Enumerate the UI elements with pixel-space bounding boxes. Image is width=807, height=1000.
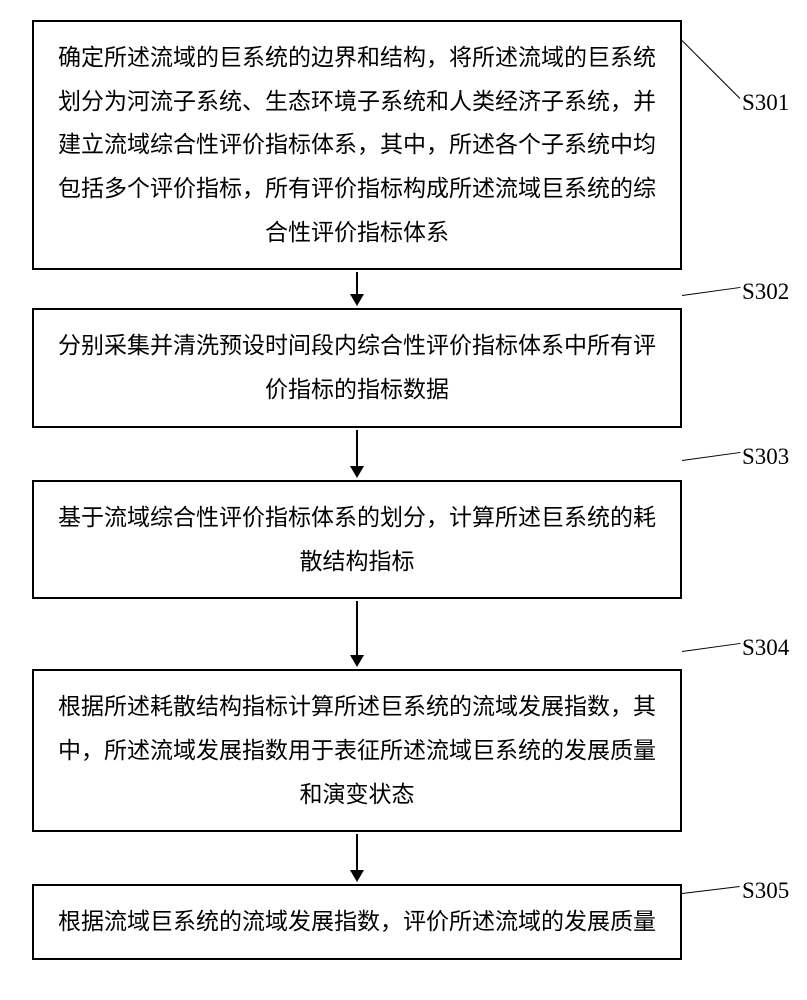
flowchart-step-s305: 根据流域巨系统的流域发展指数，评价所述流域的发展质量 (32, 884, 682, 960)
flowchart-step-s302: 分别采集并清洗预设时间段内综合性评价指标体系中所有评价指标的指标数据 (32, 308, 682, 427)
arrow (350, 834, 364, 882)
step-label-s301: S301 (742, 90, 789, 116)
arrow-head-icon (350, 870, 364, 882)
arrow (350, 430, 364, 478)
arrow-line (356, 601, 358, 655)
flowchart-step-s304: 根据所述耗散结构指标计算所述巨系统的流域发展指数，其中，所述流域发展指数用于表征… (32, 669, 682, 832)
flowchart-step-s301: 确定所述流域的巨系统的边界和结构，将所述流域的巨系统划分为河流子系统、生态环境子… (32, 20, 682, 270)
step-text: 确定所述流域的巨系统的边界和结构，将所述流域的巨系统划分为河流子系统、生态环境子… (54, 36, 660, 254)
flowchart-container: 确定所述流域的巨系统的边界和结构，将所述流域的巨系统划分为河流子系统、生态环境子… (0, 20, 807, 960)
arrow-line (356, 834, 358, 870)
step-label-s304: S304 (742, 635, 789, 661)
arrow-head-icon (350, 294, 364, 306)
step-text: 分别采集并清洗预设时间段内综合性评价指标体系中所有评价指标的指标数据 (54, 324, 660, 411)
arrow (350, 601, 364, 667)
step-label-s303: S303 (742, 444, 789, 470)
flowchart-step-s303: 基于流域综合性评价指标体系的划分，计算所述巨系统的耗散结构指标 (32, 480, 682, 599)
arrow-head-icon (350, 466, 364, 478)
arrow-line (356, 430, 358, 466)
arrow-head-icon (350, 655, 364, 667)
step-text: 根据流域巨系统的流域发展指数，评价所述流域的发展质量 (58, 900, 656, 944)
step-label-s305: S305 (742, 878, 789, 904)
arrow-line (356, 272, 358, 294)
step-text: 根据所述耗散结构指标计算所述巨系统的流域发展指数，其中，所述流域发展指数用于表征… (54, 685, 660, 816)
arrow (350, 272, 364, 306)
step-text: 基于流域综合性评价指标体系的划分，计算所述巨系统的耗散结构指标 (54, 496, 660, 583)
step-label-s302: S302 (742, 279, 789, 305)
